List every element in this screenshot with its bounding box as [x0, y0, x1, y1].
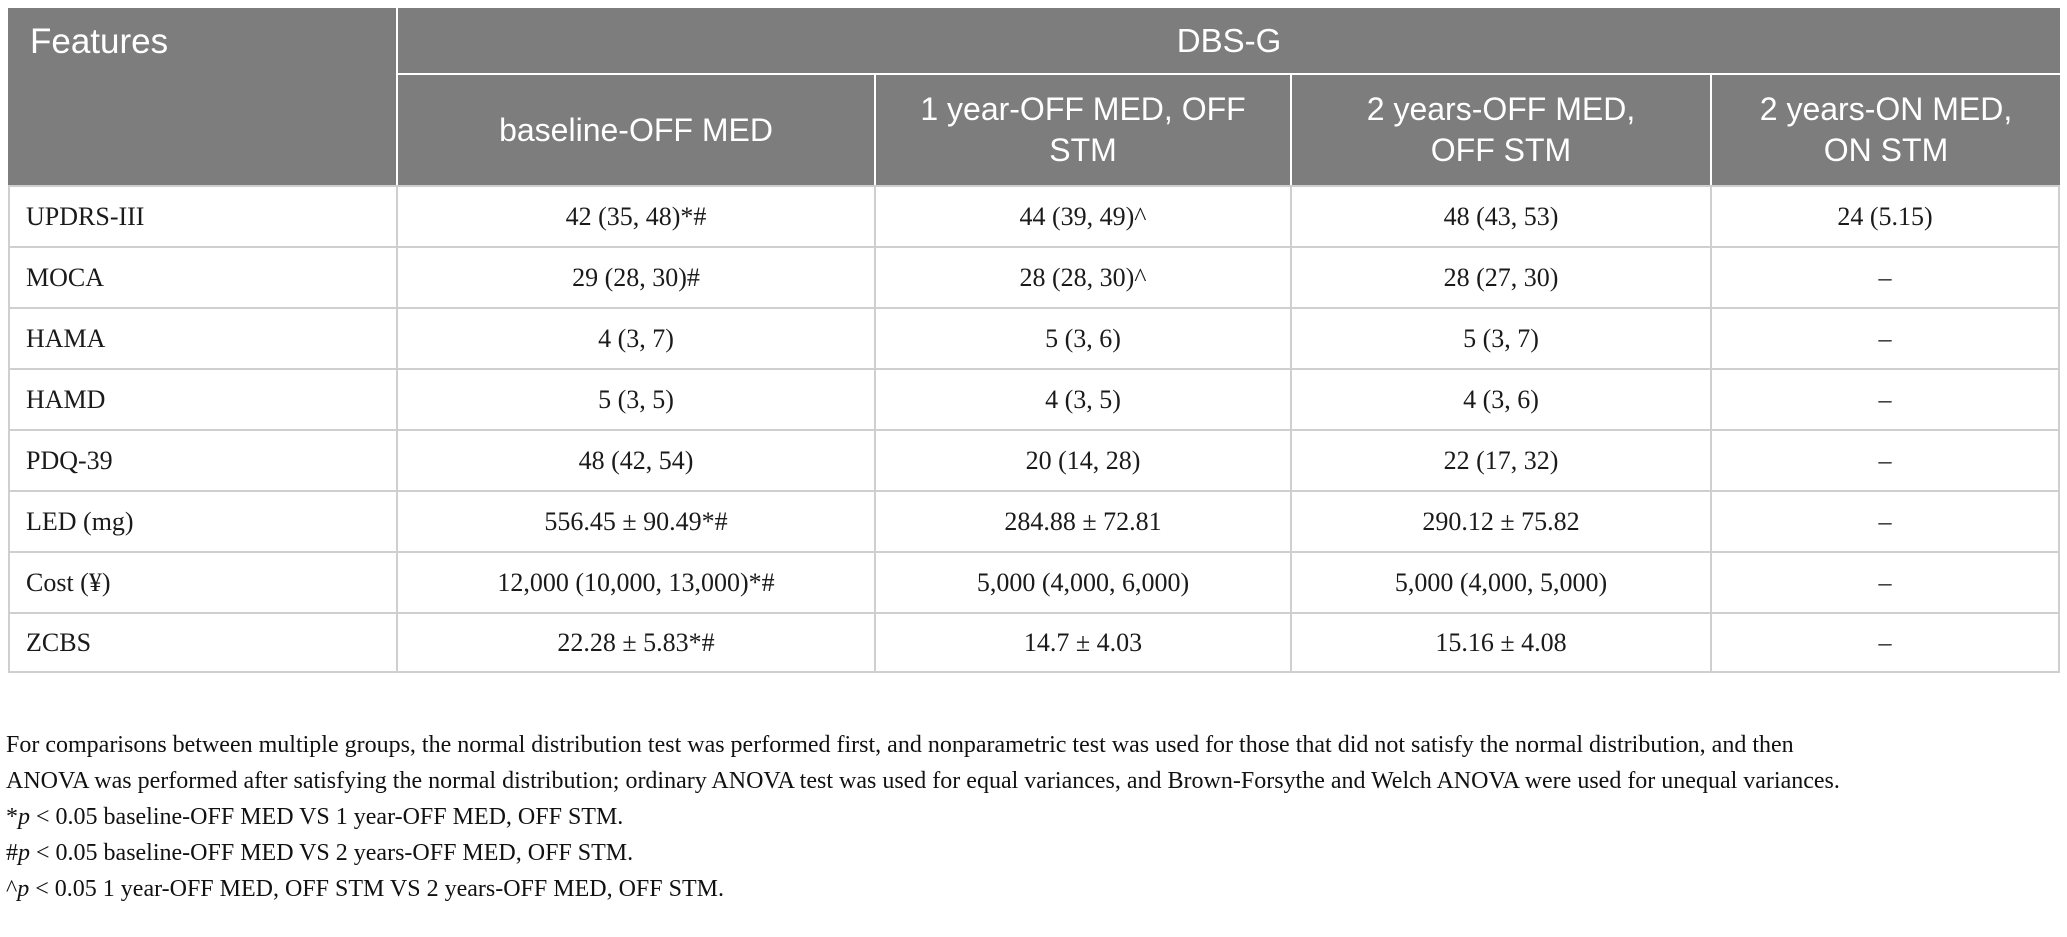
data-cell: 20 (14, 28): [874, 429, 1290, 490]
table-row: HAMD 5 (3, 5) 4 (3, 5) 4 (3, 6) –: [8, 368, 2061, 429]
data-cell: 4 (3, 7): [396, 307, 874, 368]
data-cell: 22.28 ± 5.83*#: [396, 612, 874, 673]
table-row: PDQ-39 48 (42, 54) 20 (14, 28) 22 (17, 32) –: [8, 429, 2061, 490]
group-header-dbs-g: DBS-G: [396, 8, 2061, 75]
data-cell: 556.45 ± 90.49*#: [396, 490, 874, 551]
data-cell: 5 (3, 7): [1290, 307, 1710, 368]
row-label: HAMA: [8, 307, 396, 368]
data-cell: 4 (3, 6): [1290, 368, 1710, 429]
data-cell: –: [1710, 612, 2061, 673]
data-cell: 24 (5.15): [1710, 185, 2061, 246]
row-label: ZCBS: [8, 612, 396, 673]
data-cell: –: [1710, 246, 2061, 307]
column-header: 2 years-OFF MED, OFF STM: [1290, 75, 1710, 185]
features-column-header: Features: [8, 8, 396, 185]
significance-note: ^p < 0.05 1 year-OFF MED, OFF STM VS 2 y…: [6, 871, 2064, 907]
data-cell: –: [1710, 368, 2061, 429]
data-cell: 44 (39, 49)^: [874, 185, 1290, 246]
row-label: MOCA: [8, 246, 396, 307]
data-cell: –: [1710, 551, 2061, 612]
data-cell: 5,000 (4,000, 5,000): [1290, 551, 1710, 612]
p-value-symbol: p: [18, 804, 30, 830]
significance-note: #p < 0.05 baseline-OFF MED VS 2 years-OF…: [6, 835, 2064, 871]
general-footnote: For comparisons between multiple groups,…: [6, 732, 1840, 794]
column-header-row: baseline-OFF MED 1 year-OFF MED, OFF STM 2…: [8, 75, 2061, 185]
data-cell: –: [1710, 429, 2061, 490]
data-cell: 48 (42, 54): [396, 429, 874, 490]
data-cell: 14.7 ± 4.03: [874, 612, 1290, 673]
significance-text: < 0.05 baseline-OFF MED VS 1 year-OFF ME…: [30, 804, 624, 830]
data-cell: 284.88 ± 72.81: [874, 490, 1290, 551]
data-cell: 12,000 (10,000, 13,000)*#: [396, 551, 874, 612]
table-row: LED (mg) 556.45 ± 90.49*# 284.88 ± 72.81 29…: [8, 490, 2061, 551]
table-row: MOCA 29 (28, 30)# 28 (28, 30)^ 28 (27, 30) –: [8, 246, 2061, 307]
data-cell: 29 (28, 30)#: [396, 246, 874, 307]
p-value-symbol: p: [17, 876, 30, 902]
data-cell: 42 (35, 48)*#: [396, 185, 874, 246]
significance-marker: ^: [6, 876, 18, 902]
significance-note: *p < 0.05 baseline-OFF MED VS 1 year-OFF…: [6, 799, 2064, 835]
data-cell: 5 (3, 5): [396, 368, 874, 429]
significance-text: < 0.05 1 year-OFF MED, OFF STM VS 2 year…: [29, 876, 724, 902]
table-row: ZCBS 22.28 ± 5.83*# 14.7 ± 4.03 15.16 ± 4.0…: [8, 612, 2061, 673]
table-header: Features DBS-G baseline-OFF MED 1 year-OF…: [8, 8, 2061, 185]
data-cell: 290.12 ± 75.82: [1290, 490, 1710, 551]
significance-marker: #: [6, 840, 18, 866]
outcomes-table: Features DBS-G baseline-OFF MED 1 year-OF…: [8, 8, 2061, 673]
significance-notes: *p < 0.05 baseline-OFF MED VS 1 year-OFF…: [6, 799, 2064, 907]
data-cell: 28 (27, 30): [1290, 246, 1710, 307]
table-row: Cost (¥) 12,000 (10,000, 13,000)*# 5,000 (…: [8, 551, 2061, 612]
significance-text: < 0.05 baseline-OFF MED VS 2 years-OFF M…: [30, 840, 634, 866]
row-label: Cost (¥): [8, 551, 396, 612]
data-cell: 28 (28, 30)^: [874, 246, 1290, 307]
significance-marker: *: [6, 804, 18, 830]
column-header: 2 years-ON MED, ON STM: [1710, 75, 2061, 185]
row-label: PDQ-39: [8, 429, 396, 490]
data-cell: –: [1710, 307, 2061, 368]
column-header: baseline-OFF MED: [396, 75, 874, 185]
data-cell: 5,000 (4,000, 6,000): [874, 551, 1290, 612]
p-value-symbol: p: [18, 840, 30, 866]
data-cell: 22 (17, 32): [1290, 429, 1710, 490]
table-row: HAMA 4 (3, 7) 5 (3, 6) 5 (3, 7) –: [8, 307, 2061, 368]
table-row: UPDRS-III 42 (35, 48)*# 44 (39, 49)^ 48 (43…: [8, 185, 2061, 246]
row-label: HAMD: [8, 368, 396, 429]
table-body: UPDRS-III 42 (35, 48)*# 44 (39, 49)^ 48 (43…: [8, 185, 2061, 673]
row-label: UPDRS-III: [8, 185, 396, 246]
data-cell: –: [1710, 490, 2061, 551]
data-cell: 48 (43, 53): [1290, 185, 1710, 246]
group-header-row: Features DBS-G: [8, 8, 2061, 185]
row-label: LED (mg): [8, 490, 396, 551]
data-cell: 4 (3, 5): [874, 368, 1290, 429]
column-header: 1 year-OFF MED, OFF STM: [874, 75, 1290, 185]
data-cell: 5 (3, 6): [874, 307, 1290, 368]
data-cell: 15.16 ± 4.08: [1290, 612, 1710, 673]
footnotes: For comparisons between multiple groups,…: [6, 727, 2064, 907]
